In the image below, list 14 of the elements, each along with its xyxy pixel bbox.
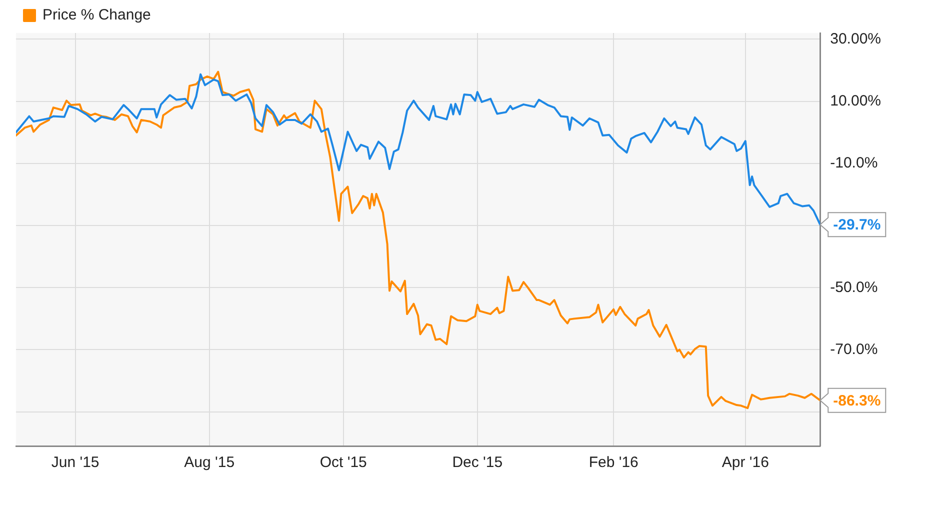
y-tick-label: 30.00% — [830, 30, 881, 48]
x-tick-label: Feb '16 — [588, 454, 638, 472]
x-tick-label: Aug '15 — [184, 454, 235, 472]
y-tick-label: 10.00% — [830, 92, 881, 110]
x-tick-label: Apr '16 — [722, 454, 769, 472]
y-tick-label: -70.0% — [830, 340, 878, 358]
y-tick-label: -50.0% — [830, 278, 878, 296]
x-tick-label: Jun '15 — [51, 454, 100, 472]
annotation: -29.7% — [833, 216, 881, 234]
x-tick-label: Dec '15 — [452, 454, 503, 472]
annotation: -86.3% — [833, 392, 881, 410]
legend-label: Price % Change — [42, 6, 151, 24]
x-tick-label: Oct '15 — [320, 454, 367, 472]
y-tick-label: -10.0% — [830, 154, 878, 172]
